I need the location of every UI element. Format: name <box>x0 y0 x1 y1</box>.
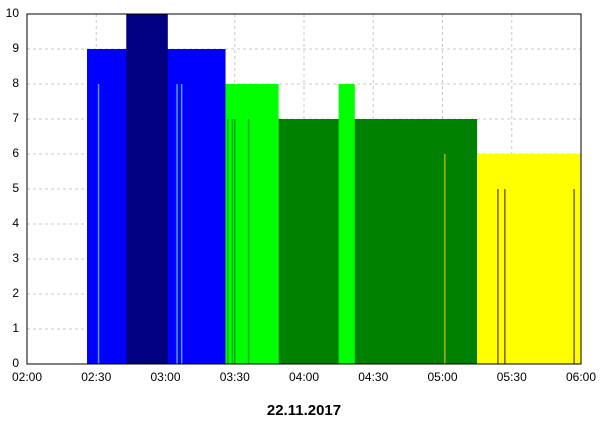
bar <box>338 84 355 364</box>
y-tick-label: 0 <box>12 356 19 370</box>
y-tick-label: 9 <box>12 41 19 55</box>
y-tick-label: 7 <box>12 111 19 125</box>
y-tick-label: 2 <box>12 286 19 300</box>
y-tick-label: 3 <box>12 251 19 265</box>
y-tick-label: 5 <box>12 181 19 195</box>
x-tick-label: 04:30 <box>358 370 388 384</box>
y-tick-label: 8 <box>12 76 19 90</box>
x-tick-label: 03:30 <box>220 370 250 384</box>
x-tick-label: 02:30 <box>81 370 111 384</box>
y-tick-label: 1 <box>12 321 19 335</box>
x-tick-label: 05:00 <box>427 370 457 384</box>
x-tick-label: 05:30 <box>497 370 527 384</box>
x-tick-label: 04:00 <box>289 370 319 384</box>
bar <box>225 84 279 364</box>
x-tick-label: 02:00 <box>12 370 42 384</box>
y-tick-label: 4 <box>12 216 19 230</box>
plot-frame <box>26 13 582 365</box>
x-axis-label: 22.11.2017 <box>267 402 341 419</box>
bar <box>477 154 581 364</box>
x-tick-label: 03:00 <box>150 370 180 384</box>
bar <box>126 14 168 364</box>
x-tick-label: 06:00 <box>566 370 596 384</box>
y-tick-label: 10 <box>6 6 20 20</box>
y-tick-label: 6 <box>12 146 19 160</box>
bar <box>278 119 478 364</box>
